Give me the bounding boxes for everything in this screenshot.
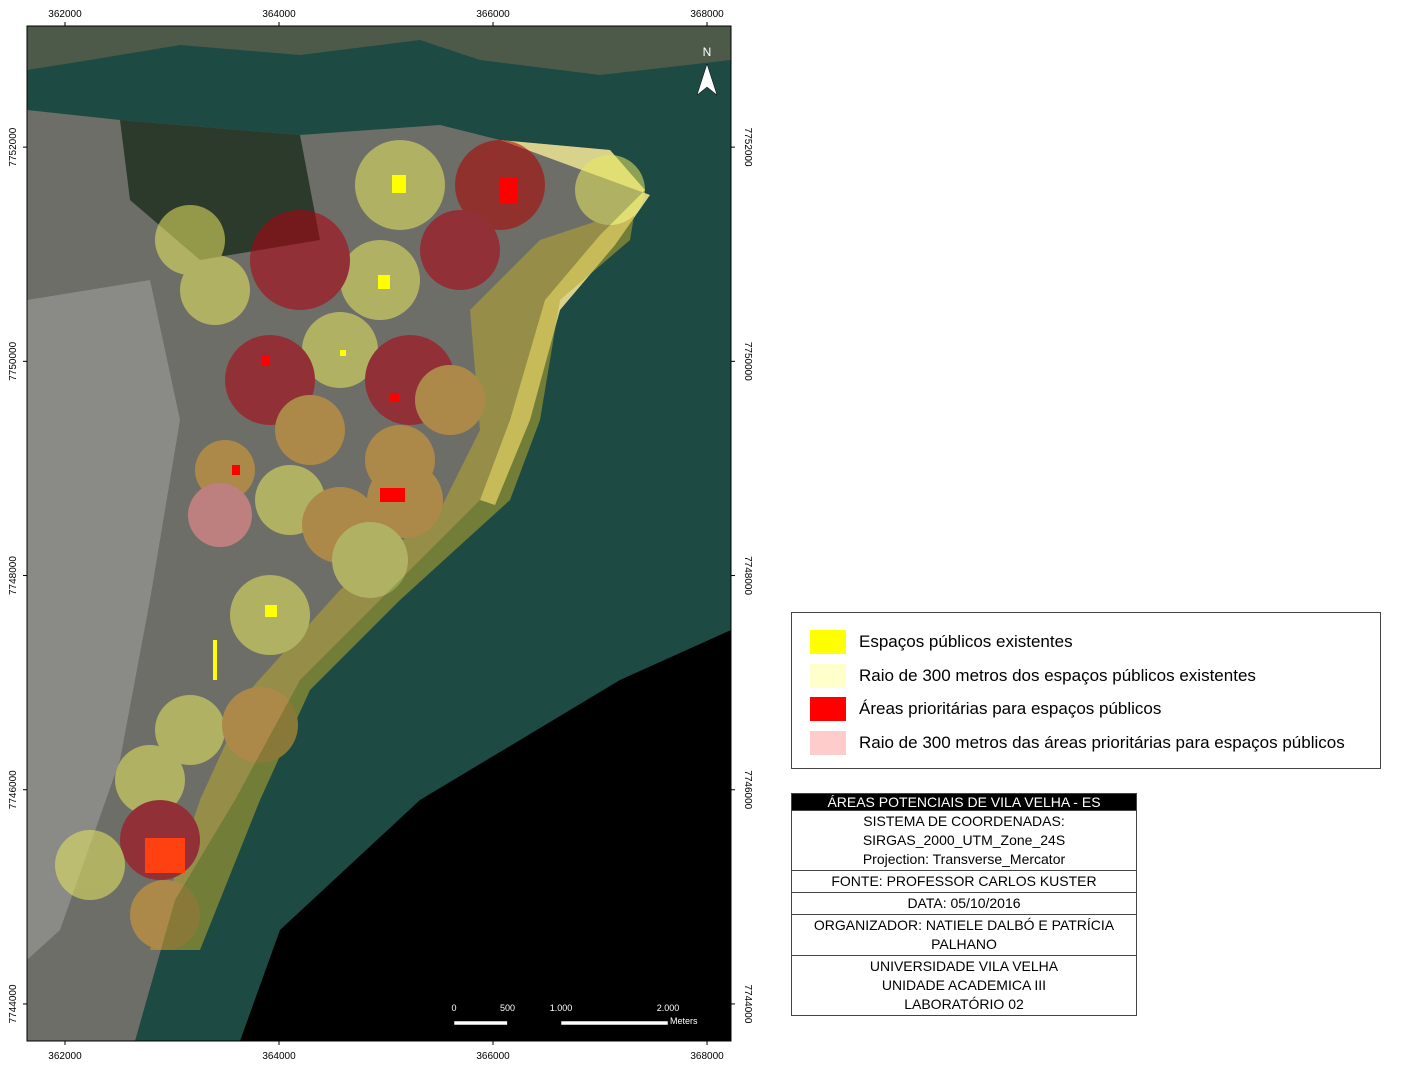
- info-line: LABORATÓRIO 02: [904, 996, 1024, 1012]
- scale-label: 2.000: [657, 1003, 680, 1013]
- buffer-areas: [55, 140, 645, 950]
- info-section: DATA: 05/10/2016: [792, 892, 1136, 914]
- scale-label: 0: [451, 1003, 456, 1013]
- y-tick-label: 7744000: [742, 984, 753, 1023]
- info-line: FONTE: PROFESSOR CARLOS KUSTER: [831, 873, 1097, 889]
- x-tick-label: 364000: [262, 9, 296, 20]
- legend-label: Raio de 300 metros das áreas prioritária…: [859, 732, 1345, 752]
- legend-swatch: [810, 697, 846, 722]
- x-tick-label: 364000: [262, 1051, 296, 1062]
- legend-label: Espaços públicos existentes: [859, 632, 1073, 651]
- y-tick-label: 7746000: [742, 770, 753, 809]
- y-tick-label: 7748000: [742, 556, 753, 595]
- legend-swatch: [810, 630, 846, 654]
- y-tick-label: 7746000: [8, 770, 19, 809]
- info-line: ORGANIZADOR: NATIELE DALBÓ E PATRÍCIA PA…: [813, 917, 1115, 952]
- x-tick-label: 362000: [48, 9, 82, 20]
- y-tick-label: 7752000: [8, 127, 19, 166]
- x-tick-label: 366000: [476, 1051, 510, 1062]
- scale-segment: [453, 1020, 508, 1026]
- info-line: DATA: 05/10/2016: [907, 895, 1021, 911]
- x-tick-label: 368000: [690, 9, 724, 20]
- legend-item: Raio de 300 metros dos espaços públicos …: [810, 663, 1256, 689]
- public-spaces: [213, 175, 406, 680]
- scale-label: 1.000: [550, 1003, 573, 1013]
- y-tick-label: 7744000: [8, 984, 19, 1023]
- legend-swatch: [810, 663, 846, 688]
- legend-item: Raio de 300 metros das áreas prioritária…: [810, 730, 1345, 756]
- legend-label: Raio de 300 metros dos espaços públicos …: [859, 665, 1256, 685]
- legend-item: Áreas prioritárias para espaços públicos: [810, 696, 1161, 722]
- info-box: ÁREAS POTENCIAIS DE VILA VELHA - ES SIST…: [791, 793, 1137, 1016]
- map: N 362000 362000 364000 364000 366000 366000 36…: [8, 9, 753, 1062]
- legend-item: Espaços públicos existentes: [810, 629, 1073, 655]
- map-frame: [26, 25, 732, 1042]
- legend: Espaços públicos existentes Raio de 300 m…: [791, 612, 1381, 769]
- scale-segment: [507, 1020, 562, 1026]
- north-label: N: [703, 45, 712, 59]
- info-line: SIRGAS_2000_UTM_Zone_24S: [862, 832, 1066, 848]
- x-tick-label: 366000: [476, 9, 510, 20]
- x-tick-label: 368000: [690, 1051, 724, 1062]
- scale-unit: Meters: [670, 1016, 698, 1026]
- info-section: FONTE: PROFESSOR CARLOS KUSTER: [792, 870, 1136, 892]
- y-tick-label: 7750000: [742, 342, 753, 381]
- info-line: SISTEMA DE COORDENADAS:: [863, 813, 1065, 829]
- legend-label: Áreas prioritárias para espaços públicos: [859, 699, 1162, 719]
- info-line: UNIDADE ACADEMICA III: [881, 977, 1047, 993]
- priority-areas: [145, 178, 518, 873]
- legend-swatch: [810, 730, 846, 755]
- info-section: SISTEMA DE COORDENADAS: SIRGAS_2000_UTM_Z…: [792, 810, 1136, 870]
- info-title: ÁREAS POTENCIAIS DE VILA VELHA - ES: [792, 794, 1136, 810]
- scale-segment: [560, 1020, 669, 1026]
- y-tick-label: 7750000: [8, 341, 19, 380]
- info-section: ORGANIZADOR: NATIELE DALBÓ E PATRÍCIA PA…: [792, 914, 1136, 955]
- y-tick-label: 7752000: [742, 128, 753, 167]
- north-arrow: N: [696, 45, 718, 96]
- x-tick-label: 362000: [48, 1051, 82, 1062]
- y-tick-label: 7748000: [8, 556, 19, 595]
- info-line: Projection: Transverse_Mercator: [862, 851, 1066, 867]
- scale-label: 500: [500, 1003, 515, 1013]
- info-line: UNIVERSIDADE VILA VELHA: [869, 958, 1059, 974]
- info-section: UNIVERSIDADE VILA VELHA UNIDADE ACADEMICA…: [792, 955, 1136, 1015]
